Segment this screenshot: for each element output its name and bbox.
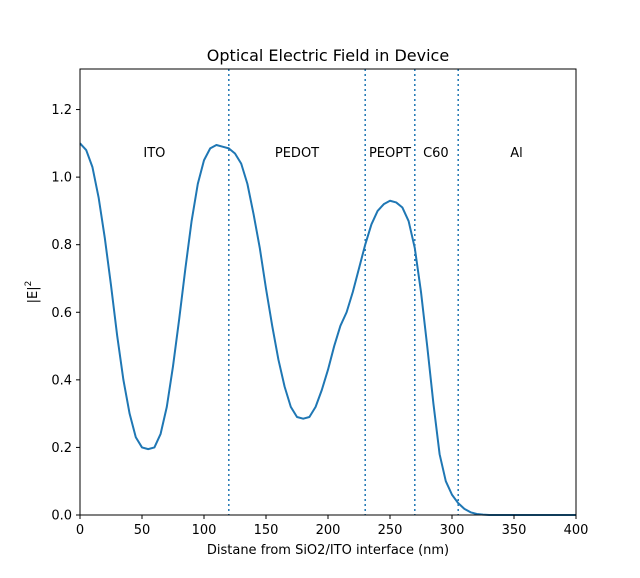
y-tick-label-0.8: 0.8 <box>51 238 72 253</box>
x-axis-label: Distane from SiO2/ITO interface (nm) <box>207 543 449 558</box>
x-tick-label-100: 100 <box>192 523 217 538</box>
x-tick-label-300: 300 <box>440 523 465 538</box>
svg-text:|E|2: |E|2 <box>24 281 41 304</box>
x-tick-label-400: 400 <box>564 523 589 538</box>
chart-title: Optical Electric Field in Device <box>207 46 449 65</box>
y-axis-label-base: |E| <box>26 286 41 303</box>
y-tick-label-0.2: 0.2 <box>51 441 72 456</box>
x-tick-label-200: 200 <box>316 523 341 538</box>
y-tick-label-0.6: 0.6 <box>51 306 72 321</box>
x-tick-label-0: 0 <box>76 523 84 538</box>
x-tick-label-350: 350 <box>502 523 527 538</box>
y-tick-label-1: 1.0 <box>51 171 72 186</box>
y-tick-label-0.4: 0.4 <box>51 373 72 388</box>
region-label-c60: C60 <box>423 146 449 161</box>
y-tick-label-1.2: 1.2 <box>51 103 72 118</box>
series-line-0 <box>79 142 576 516</box>
y-tick-label-0: 0.0 <box>51 509 72 524</box>
plot-area: ITO PEDOT PEOPT C60 Al 0 50 100 150 200 250 300 350 4… <box>51 68 589 538</box>
region-label-ito: ITO <box>143 146 165 161</box>
x-tick-label-250: 250 <box>378 523 403 538</box>
region-label-pedot: PEDOT <box>275 146 319 161</box>
y-axis-label-sup: 2 <box>24 281 34 287</box>
x-tick-label-50: 50 <box>134 523 151 538</box>
y-axis-label: |E|2 <box>24 281 41 304</box>
region-label-al: Al <box>510 146 523 161</box>
region-label-peopt: PEOPT <box>369 146 411 161</box>
x-tick-label-150: 150 <box>254 523 279 538</box>
